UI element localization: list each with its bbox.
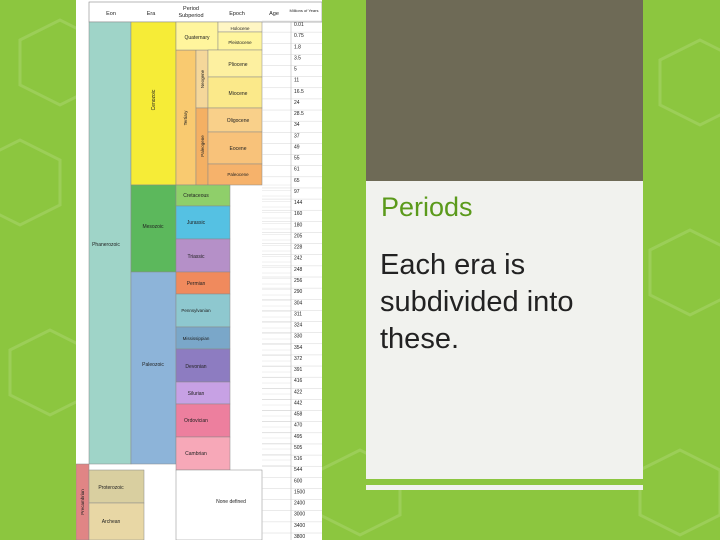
slide-title: Periods [381, 192, 473, 222]
period-triassic: Triassic [187, 254, 205, 260]
period-tertiary: Tertiary [183, 110, 188, 126]
age-value: 3400 [294, 523, 305, 529]
header-epoch: Epoch [229, 11, 245, 17]
age-value: 442 [294, 400, 303, 406]
age-value: 495 [294, 434, 303, 440]
subperiod-neogene: Neogene [200, 69, 205, 88]
era-paleozoic: Paleozoic [142, 362, 164, 368]
age-value: 470 [294, 423, 303, 429]
age-value: 34 [294, 122, 300, 128]
age-value: 97 [294, 189, 300, 195]
age-value: 0.01 [294, 22, 304, 28]
epoch-holocene: Holocene [230, 26, 250, 31]
age-value: 160 [294, 211, 303, 217]
age-value: 290 [294, 289, 303, 295]
age-value: 311 [294, 311, 302, 317]
age-value: 516 [294, 456, 303, 462]
age-value: 416 [294, 378, 303, 384]
subperiod-paleogene: Paleogene [200, 135, 205, 157]
header-age: Age [269, 11, 279, 17]
age-value: 0.75 [294, 33, 304, 39]
accent-bar [366, 479, 643, 485]
age-value: 61 [294, 167, 300, 173]
period-quaternary: Quaternary [184, 35, 210, 41]
epoch-oligocene: Oligocene [227, 118, 250, 124]
epoch-paleocene: Paleocene [227, 172, 249, 177]
age-value: 256 [294, 278, 303, 284]
age-value: 3800 [294, 534, 305, 540]
none-defined-label: None defined [216, 499, 246, 505]
age-value: 304 [294, 300, 303, 306]
header-eon: Eon [106, 11, 116, 17]
eon-archean: Archean [102, 519, 121, 525]
photo-panel [366, 0, 643, 181]
period-pennsylvanian: Pennsylvanian [181, 308, 211, 313]
age-value: 11 [294, 78, 299, 84]
age-value: 144 [294, 200, 303, 206]
age-value: 1500 [294, 489, 305, 495]
age-value: 3000 [294, 512, 305, 518]
period-silurian: Silurian [188, 391, 205, 397]
age-value: 180 [294, 222, 303, 228]
age-value: 422 [294, 389, 303, 395]
slide-body: Each era is subdivided into these. [380, 249, 574, 355]
header-period: Period [183, 6, 199, 12]
age-value: 3.5 [294, 55, 301, 61]
age-value: 391 [294, 367, 303, 373]
period-mississippian: Mississippian [183, 336, 210, 341]
age-value: 372 [294, 356, 303, 362]
era-mesozoic: Mesozoic [142, 224, 164, 230]
age-value: 324 [294, 323, 303, 329]
period-jurassic: Jurassic [187, 220, 206, 226]
age-value: 228 [294, 245, 303, 251]
header-era: Era [147, 11, 157, 17]
geologic-time-scale-table: Eon Era Period Subperiod Epoch Age Milli… [76, 1, 322, 540]
age-value: 242 [294, 256, 303, 262]
period-devonian: Devonian [185, 364, 206, 370]
eon-proterozoic: Proterozoic [98, 485, 124, 491]
age-value: 24 [294, 100, 300, 106]
period-ordovician: Ordovician [184, 418, 208, 424]
age-value: 248 [294, 267, 303, 273]
age-value: 55 [294, 156, 300, 162]
epoch-eocene: Eocene [230, 146, 247, 152]
age-value: 544 [294, 467, 303, 473]
age-value: 16.5 [294, 89, 304, 95]
header-subperiod: Subperiod [178, 13, 203, 19]
age-value: 37 [294, 133, 300, 139]
age-value: 49 [294, 144, 300, 150]
text-panel [366, 181, 643, 490]
age-value: 2400 [294, 501, 305, 507]
age-value: 205 [294, 233, 303, 239]
header-millions-of-years: Millions of Years [290, 8, 319, 13]
age-value: 5 [294, 67, 297, 73]
age-value: 354 [294, 345, 303, 351]
age-value: 600 [294, 478, 303, 484]
age-value: 505 [294, 445, 303, 451]
eon-phanerozoic: Phanerozoic [92, 242, 120, 248]
age-value: 330 [294, 334, 303, 340]
age-value: 65 [294, 178, 300, 184]
period-permian: Permian [187, 281, 206, 287]
epoch-pleistocene: Pleistocene [228, 40, 252, 45]
age-value: 1.8 [294, 44, 301, 50]
age-value: 458 [294, 412, 303, 418]
age-value: 28.5 [294, 111, 304, 117]
era-cenozoic: Cenozoic [151, 89, 157, 110]
period-cambrian: Cambrian [185, 451, 207, 457]
epoch-pliocene: Pliocene [228, 62, 247, 68]
epoch-miocene: Miocene [229, 91, 248, 97]
geologic-time-scale-chart: Eon Era Period Subperiod Epoch Age Milli… [76, 0, 322, 540]
period-cretaceous: Cretaceous [183, 193, 209, 199]
eon-precambrian: Precambrian [80, 489, 85, 515]
